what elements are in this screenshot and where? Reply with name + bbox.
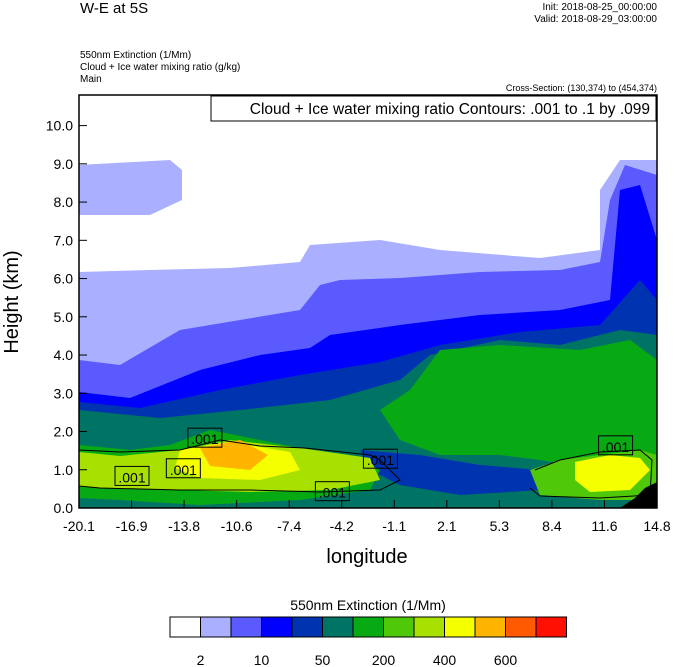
contour-labels: .001 .001 .001 .001 .001 .001	[114, 427, 634, 502]
colorbar-label: 600	[494, 652, 518, 667]
contour-label: .001	[602, 439, 629, 455]
y-tick-label: 4.0	[54, 347, 74, 363]
colorbar-label: 50	[315, 652, 331, 667]
contour-label-box	[314, 481, 350, 502]
y-tick-label: 3.0	[54, 385, 74, 401]
contour-label-box	[187, 427, 223, 448]
colorbar-swatch	[291, 616, 323, 638]
shade-level-6	[380, 340, 657, 480]
colorbar-swatch	[230, 616, 262, 638]
terrain	[620, 482, 657, 508]
contour-label-box	[598, 435, 634, 456]
colorbar-label: 200	[372, 652, 396, 667]
y-tick-label: 6.0	[54, 271, 74, 287]
y-tick-label: 2.0	[54, 424, 74, 440]
contour-label: .001	[367, 452, 394, 468]
x-tick-label: 2.1	[437, 518, 457, 534]
y-tick-label: 10.0	[46, 118, 73, 134]
x-tick-label: -1.1	[382, 518, 406, 534]
plot-frame	[78, 94, 658, 509]
valid-time: Valid: 2018-08-29_03:00:00	[534, 14, 657, 25]
field-label-2: Cloud + Ice water mixing ratio (g/kg)	[80, 62, 241, 73]
colorbar-title: 550nm Extinction (1/Mm)	[290, 597, 446, 613]
colorbar-swatch	[200, 616, 232, 638]
extinction-field	[79, 95, 657, 508]
shade-level-1	[79, 160, 182, 215]
colorbar-swatch	[322, 616, 354, 638]
y-axis-label: Height (km)	[1, 250, 23, 353]
x-axis-label: longitude	[326, 546, 407, 568]
shade-level-8b	[575, 455, 650, 492]
x-tick-label: -4.2	[330, 518, 354, 534]
x-tick-label: -16.9	[116, 518, 148, 534]
colorbar-swatch	[169, 616, 201, 638]
y-tick-label: 5.0	[54, 309, 74, 325]
colorbar-swatch	[505, 616, 537, 638]
colorbar-swatch	[444, 616, 476, 638]
shade-level-5b	[360, 450, 540, 495]
contour-label: .001	[191, 431, 218, 447]
y-tick-label: 0.0	[54, 500, 74, 516]
contour-label: .001	[170, 462, 197, 478]
x-tick-label: 8.4	[542, 518, 562, 534]
colorbar-swatch	[261, 616, 293, 638]
x-tick-label: -7.4	[277, 518, 301, 534]
x-axis: -20.1 -16.9 -13.8 -10.6 -7.4 -4.2 -1.1 2.1 5.3 8.…	[63, 500, 671, 534]
colorbar-label: 2	[197, 652, 205, 667]
init-time: Init: 2018-08-25_00:00:00	[542, 2, 657, 13]
field-label-1: 550nm Extinction (1/Mm)	[80, 50, 192, 61]
contour-label: .001	[319, 485, 346, 501]
colorbar-label: 400	[433, 652, 457, 667]
colorbar-label: 10	[254, 652, 270, 667]
x-tick-label: -20.1	[63, 518, 95, 534]
colorbar-swatch	[535, 616, 567, 638]
colorbar: 2 10 50 200 400 600	[169, 616, 567, 667]
field-label-3: Main	[80, 74, 102, 85]
contour-info-text: Cloud + Ice water mixing ratio Contours:…	[250, 101, 650, 118]
x-tick-label: 14.8	[643, 518, 670, 534]
y-tick-label: 8.0	[54, 194, 74, 210]
colorbar-swatch	[413, 616, 445, 638]
cross-section-label: Cross-Section: (130,374) to (454,374)	[505, 83, 657, 93]
contour-label-box	[165, 458, 201, 479]
colorbar-swatch	[474, 616, 506, 638]
colorbar-swatch	[383, 616, 415, 638]
y-axis: 0.0 1.0 2.0 3.0 4.0 5.0 6.0 7.0 8.0 9.0 10.0	[46, 118, 87, 516]
y-tick-label: 7.0	[54, 232, 74, 248]
x-tick-label: 11.6	[591, 518, 617, 534]
x-tick-label: -13.8	[168, 518, 200, 534]
y-tick-label: 9.0	[54, 156, 74, 172]
plot-title: W-E at 5S	[80, 0, 149, 17]
x-tick-label: 5.3	[490, 518, 510, 534]
contour-label: .001	[118, 469, 145, 485]
contour-label-box	[114, 465, 150, 486]
contour-label-box	[362, 448, 398, 469]
y-tick-label: 1.0	[54, 462, 74, 478]
x-tick-label: -10.6	[221, 518, 253, 534]
colorbar-swatch	[352, 616, 384, 638]
contour-info-box	[210, 95, 657, 122]
